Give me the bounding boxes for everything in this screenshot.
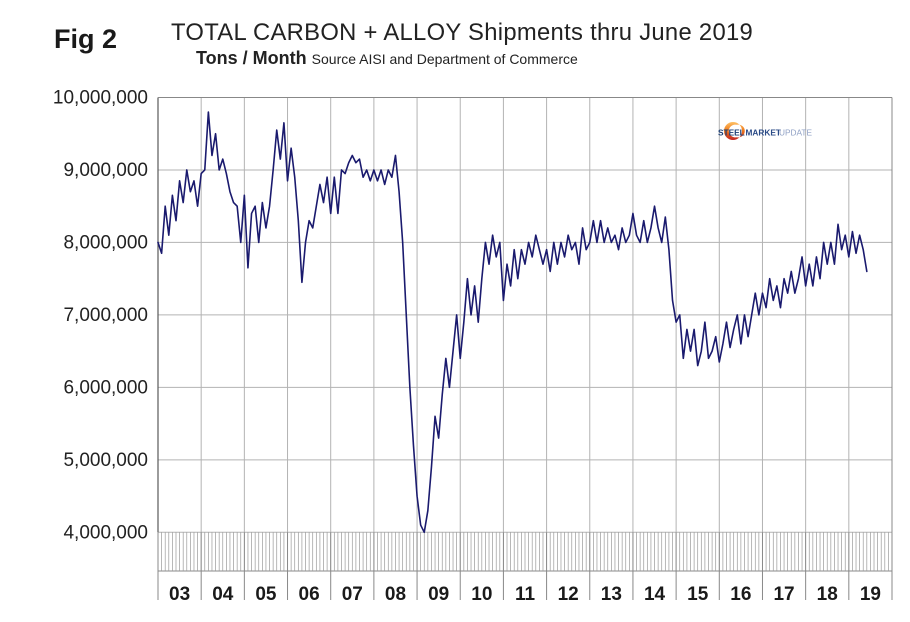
svg-text:STEEL: STEEL bbox=[718, 128, 745, 138]
svg-text:10: 10 bbox=[471, 584, 492, 605]
svg-text:03: 03 bbox=[169, 584, 190, 605]
svg-text:UPDATE: UPDATE bbox=[779, 128, 813, 138]
svg-text:08: 08 bbox=[385, 584, 406, 605]
svg-text:18: 18 bbox=[817, 584, 838, 605]
svg-text:9,000,000: 9,000,000 bbox=[63, 160, 148, 181]
svg-text:04: 04 bbox=[212, 584, 234, 605]
svg-text:7,000,000: 7,000,000 bbox=[63, 305, 148, 326]
svg-text:10,000,000: 10,000,000 bbox=[53, 88, 148, 109]
svg-text:4,000,000: 4,000,000 bbox=[63, 522, 148, 543]
svg-text:MARKET: MARKET bbox=[746, 128, 782, 138]
svg-text:06: 06 bbox=[299, 584, 320, 605]
svg-text:17: 17 bbox=[773, 584, 794, 605]
svg-text:8,000,000: 8,000,000 bbox=[63, 232, 148, 253]
svg-text:19: 19 bbox=[860, 584, 881, 605]
svg-text:6,000,000: 6,000,000 bbox=[63, 377, 148, 398]
svg-text:14: 14 bbox=[644, 584, 666, 605]
svg-text:11: 11 bbox=[515, 584, 536, 605]
svg-text:5,000,000: 5,000,000 bbox=[63, 450, 148, 471]
svg-text:09: 09 bbox=[428, 584, 449, 605]
svg-text:16: 16 bbox=[730, 584, 751, 605]
svg-text:12: 12 bbox=[558, 584, 579, 605]
svg-text:05: 05 bbox=[255, 584, 277, 605]
svg-text:07: 07 bbox=[342, 584, 363, 605]
svg-text:13: 13 bbox=[601, 584, 622, 605]
svg-text:15: 15 bbox=[687, 584, 709, 605]
